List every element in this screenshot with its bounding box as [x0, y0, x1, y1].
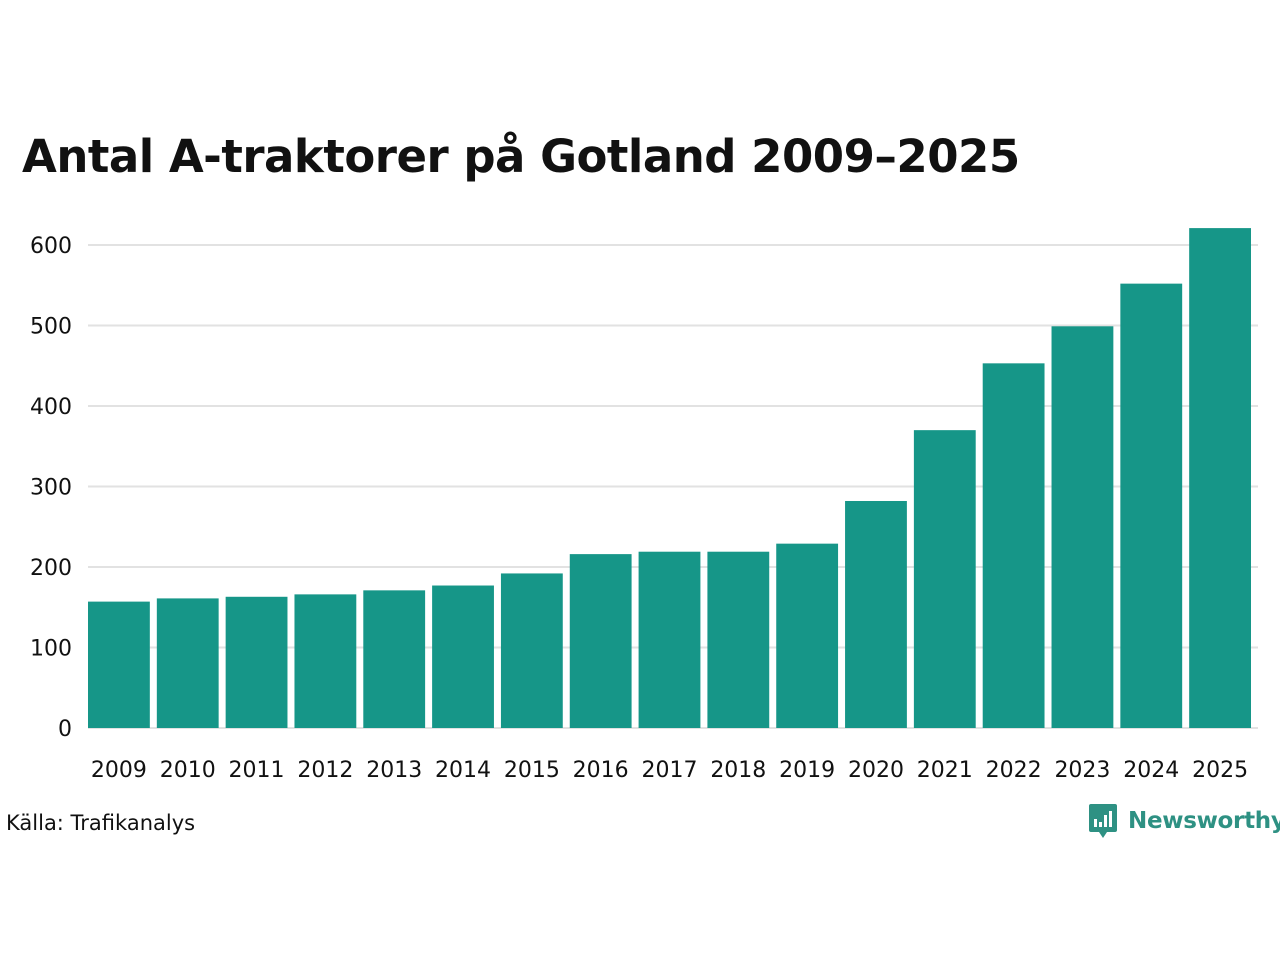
bar-2019[interactable] [776, 543, 839, 728]
x-tick-label: 2009 [91, 758, 147, 783]
x-tick-label: 2013 [366, 758, 422, 783]
y-tick-label: 300 [30, 476, 72, 501]
x-tick-label: 2017 [642, 758, 698, 783]
bar-2016[interactable] [569, 554, 632, 728]
bar-2024[interactable] [1120, 283, 1183, 728]
bar-2011[interactable] [225, 596, 288, 728]
bar-2025[interactable] [1189, 228, 1251, 728]
bar-2017[interactable] [638, 551, 701, 728]
x-tick-label: 2011 [229, 758, 285, 783]
x-tick-label: 2016 [573, 758, 629, 783]
bar-2014[interactable] [432, 585, 494, 728]
y-tick-label: 400 [30, 395, 72, 420]
chart-title: Antal A-traktorer på Gotland 2009–2025 [22, 130, 1020, 183]
bar-2013[interactable] [363, 590, 426, 728]
x-tick-label: 2020 [848, 758, 904, 783]
x-tick-label: 2022 [986, 758, 1042, 783]
bar-2010[interactable] [156, 598, 219, 728]
y-tick-label: 200 [30, 556, 72, 581]
bar-2012[interactable] [294, 594, 357, 728]
bar-2021[interactable] [913, 430, 976, 728]
x-tick-label: 2025 [1192, 758, 1248, 783]
x-tick-label: 2015 [504, 758, 560, 783]
bar-2009[interactable] [88, 601, 150, 728]
bar-2022[interactable] [982, 363, 1045, 728]
y-tick-label: 600 [30, 234, 72, 259]
newsworthy-logo-icon [1089, 804, 1117, 838]
x-tick-label: 2021 [917, 758, 973, 783]
x-tick-label: 2024 [1123, 758, 1179, 783]
source-note: Källa: Trafikanalys [6, 811, 196, 835]
x-tick-label: 2010 [160, 758, 216, 783]
bar-2018[interactable] [707, 551, 770, 728]
bars [88, 228, 1251, 728]
x-axis-tick-labels: 2009 2010 2011 2012 2013 2014 2015 2016 2017 2018… [91, 758, 1248, 783]
bar-2015[interactable] [500, 573, 563, 728]
y-tick-label: 100 [30, 637, 72, 662]
brand-logo[interactable]: Newsworthy [1088, 803, 1280, 839]
x-tick-label: 2023 [1054, 758, 1110, 783]
brand-name: Newsworthy [1128, 808, 1280, 834]
x-tick-label: 2018 [710, 758, 766, 783]
y-tick-label: 0 [58, 717, 72, 742]
bar-2023[interactable] [1051, 326, 1114, 728]
bar-2020[interactable] [845, 500, 907, 728]
y-tick-label: 500 [30, 315, 72, 340]
x-tick-label: 2014 [435, 758, 491, 783]
y-axis-tick-labels: 0 100 200 300 400 500 600 [30, 234, 72, 742]
x-tick-label: 2012 [297, 758, 353, 783]
x-tick-label: 2019 [779, 758, 835, 783]
